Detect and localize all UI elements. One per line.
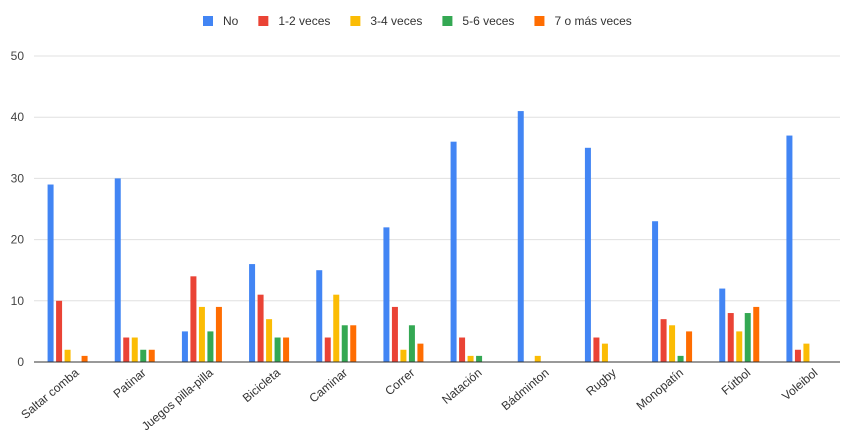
- bar-1-2-veces: [56, 300, 63, 362]
- bar-1-2-veces: [190, 276, 197, 362]
- bar-5-6-veces: [207, 331, 214, 362]
- bar-5-6-veces: [408, 325, 415, 362]
- bar-1-2-veces: [391, 306, 398, 362]
- legend-label: No: [223, 14, 239, 28]
- x-tick-label: Caminar: [306, 366, 350, 406]
- bar-3-4-veces: [736, 331, 743, 362]
- bar-5-6-veces: [341, 325, 348, 362]
- bar-1-2-veces: [593, 337, 600, 362]
- legend-label: 5-6 veces: [462, 14, 514, 28]
- y-tick-label: 50: [11, 49, 25, 63]
- bar-3-4-veces: [333, 294, 340, 362]
- legend-swatch: [442, 16, 453, 26]
- bar-5-6-veces: [140, 349, 147, 362]
- bar-no: [517, 111, 524, 362]
- x-tick-label: Monopatín: [634, 366, 686, 413]
- x-tick-label: Fútbol: [719, 366, 754, 398]
- bar-7-o-más-veces: [753, 306, 760, 362]
- bar-1-2-veces: [324, 337, 331, 362]
- legend: No 1-2 veces 3-4 veces 5-6 veces 7 o más vec…: [203, 14, 632, 28]
- bar-5-6-veces: [274, 337, 281, 362]
- bar-3-4-veces: [198, 306, 205, 362]
- bar-3-4-veces: [601, 343, 608, 362]
- bar-no: [47, 184, 54, 362]
- bar-7-o-más-veces: [215, 306, 222, 362]
- bar-no: [786, 135, 793, 362]
- bar-no: [450, 141, 457, 362]
- x-tick-label: Natación: [439, 366, 484, 407]
- legend-swatch: [203, 16, 213, 26]
- bar-1-2-veces: [123, 337, 130, 362]
- y-tick-label: 20: [11, 233, 25, 247]
- bar-no: [114, 178, 121, 362]
- bar-3-4-veces: [534, 355, 541, 362]
- x-tick-label: Bicicleta: [240, 365, 283, 405]
- bars: [47, 111, 810, 362]
- bar-3-4-veces: [803, 343, 810, 362]
- bar-3-4-veces: [64, 349, 71, 362]
- bar-7-o-más-veces: [417, 343, 424, 362]
- legend-label: 1-2 veces: [278, 14, 330, 28]
- bar-no: [584, 147, 591, 362]
- bar-7-o-más-veces: [148, 349, 155, 362]
- bar-no: [181, 331, 188, 362]
- x-tick-label: Patinar: [111, 366, 149, 401]
- y-tick-label: 30: [11, 171, 25, 185]
- bar-5-6-veces: [744, 313, 751, 362]
- bar-no: [719, 288, 726, 362]
- bar-no: [316, 270, 323, 362]
- bar-no: [249, 264, 256, 362]
- bar-1-2-veces: [794, 349, 801, 362]
- x-tick-label: Bádminton: [499, 366, 552, 414]
- y-tick-label: 40: [11, 110, 25, 124]
- x-tick-label: Rugby: [583, 366, 619, 399]
- legend-swatch: [350, 16, 361, 26]
- bar-5-6-veces: [677, 355, 684, 362]
- bar-3-4-veces: [266, 319, 273, 362]
- bar-3-4-veces: [467, 355, 474, 362]
- legend-label: 7 o más veces: [554, 14, 631, 28]
- bar-7-o-más-veces: [81, 355, 88, 362]
- x-tick-label: Correr: [382, 366, 417, 399]
- legend-label: 3-4 veces: [370, 14, 422, 28]
- x-tick-label: Juegos pilla-pilla: [139, 365, 216, 433]
- y-tick-label: 0: [17, 355, 24, 369]
- bar-3-4-veces: [400, 349, 407, 362]
- legend-swatch: [534, 16, 545, 26]
- legend-swatch: [258, 16, 269, 26]
- bar-no: [652, 221, 659, 362]
- bar-3-4-veces: [669, 325, 676, 362]
- bar-1-2-veces: [459, 337, 466, 362]
- y-axis-ticks: 0 10 20 30 40 50: [11, 49, 25, 369]
- bar-3-4-veces: [131, 337, 138, 362]
- bar-7-o-más-veces: [686, 331, 693, 362]
- bar-7-o-más-veces: [283, 337, 290, 362]
- x-tick-label: Saltar comba: [18, 365, 81, 421]
- y-tick-label: 10: [11, 294, 25, 308]
- bar-1-2-veces: [660, 319, 667, 362]
- bar-no: [383, 227, 390, 362]
- bar-5-6-veces: [476, 355, 483, 362]
- x-tick-label: Voleibol: [779, 366, 820, 404]
- gridlines: [34, 55, 840, 302]
- bar-7-o-más-veces: [350, 325, 357, 362]
- bar-1-2-veces: [727, 313, 734, 362]
- bar-1-2-veces: [257, 294, 264, 362]
